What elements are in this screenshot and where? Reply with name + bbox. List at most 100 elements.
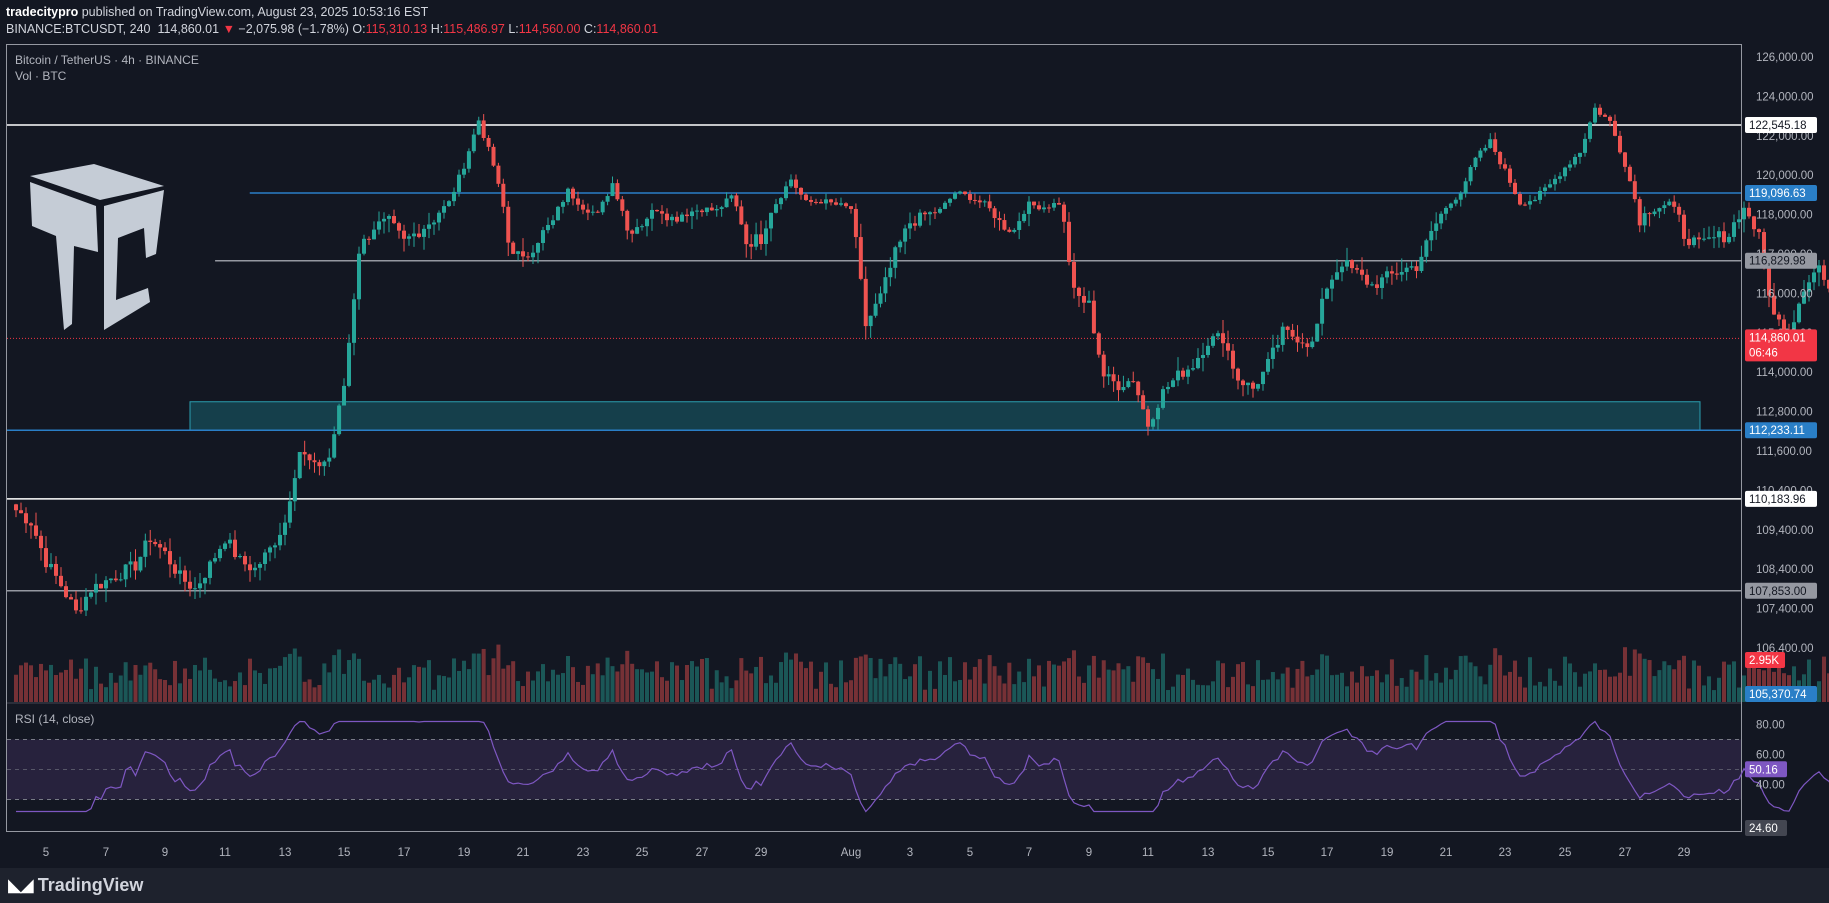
- candle-body: [54, 563, 58, 576]
- candle-body: [1807, 282, 1811, 292]
- x-tick-label: 25: [1559, 847, 1572, 859]
- volume-bar: [297, 656, 302, 702]
- candle-body: [1335, 272, 1339, 280]
- candles-layer: [14, 103, 1829, 616]
- candle-body: [1419, 256, 1424, 272]
- low-value: 114,560.00: [518, 22, 581, 36]
- volume-bar: [1453, 669, 1458, 702]
- volume-bar: [1091, 655, 1096, 702]
- candle-body: [1717, 231, 1721, 238]
- volume-bar: [1613, 676, 1617, 702]
- tradingview-logo[interactable]: ◣◢ TradingView: [8, 875, 143, 896]
- candle-body: [188, 581, 192, 589]
- volume-bar: [1370, 675, 1374, 702]
- volume-bar: [392, 674, 396, 702]
- candle-body: [1380, 277, 1384, 288]
- volume-bar: [442, 676, 446, 702]
- volume-bar: [1290, 687, 1295, 702]
- candle-body: [809, 199, 813, 202]
- candle-body: [635, 227, 640, 234]
- volume-bar: [1439, 682, 1444, 702]
- volume-bar: [972, 666, 977, 702]
- volume-bar: [168, 685, 172, 702]
- volume-bar: [858, 656, 863, 702]
- chart-frame[interactable]: [6, 44, 1742, 832]
- down-arrow-icon: ▼: [222, 22, 235, 36]
- low-label: L:: [508, 22, 519, 36]
- candle-body: [1032, 201, 1036, 206]
- volume-bar: [1161, 653, 1165, 702]
- candle-body: [1116, 381, 1121, 391]
- candle-body: [377, 221, 381, 230]
- volume-bar: [99, 683, 103, 702]
- level-tag-0: 122,545.18: [1749, 120, 1807, 132]
- volume-bar: [1687, 688, 1691, 702]
- volume-bar: [1568, 663, 1572, 702]
- candle-body: [168, 551, 172, 565]
- candle-body: [640, 226, 644, 228]
- volume-bar: [158, 679, 163, 702]
- volume-bar: [1037, 665, 1041, 702]
- high-value: 115,486.97: [443, 22, 505, 36]
- candle-body: [49, 563, 53, 568]
- open-value: 115,310.13: [365, 22, 428, 36]
- candle-body: [521, 251, 525, 257]
- legend-title[interactable]: Bitcoin / TetherUS · 4h · BINANCE: [15, 53, 199, 67]
- price-tick-label: 112,800.00: [1756, 407, 1813, 419]
- volume-bar: [526, 671, 530, 702]
- volume-bar: [1807, 659, 1811, 702]
- candle-body: [1523, 204, 1527, 206]
- volume-bar: [660, 677, 664, 702]
- rsi-legend[interactable]: RSI (14, close): [15, 712, 95, 726]
- price-chart[interactable]: 126,000.00 124,000.00 122,000.00 120,000.00…: [0, 0, 1829, 868]
- x-tick-label: 25: [636, 847, 649, 859]
- candle-body: [714, 209, 719, 211]
- x-tick-label: 11: [219, 847, 231, 859]
- change-value: −2,075.98 (−1.78%): [238, 22, 349, 36]
- volume-bar: [685, 664, 689, 702]
- volume-bar: [1096, 677, 1101, 702]
- price-tick-label: 124,000.00: [1756, 91, 1814, 103]
- candle-body: [620, 199, 625, 211]
- candle-body: [1236, 368, 1240, 381]
- volume-bar: [432, 689, 436, 702]
- candle-body: [213, 558, 217, 562]
- candle-body: [1727, 236, 1731, 243]
- candle-body: [1146, 409, 1150, 427]
- candle-body: [734, 195, 739, 207]
- candle-body: [1290, 329, 1295, 337]
- candle-body: [1022, 213, 1027, 222]
- candle-body: [1608, 116, 1612, 121]
- level-tag-5: 107,853.00: [1749, 586, 1807, 598]
- candle-body: [556, 206, 560, 221]
- volume-bar: [1548, 668, 1552, 702]
- volume-bar: [54, 675, 58, 702]
- volume-bar: [1598, 669, 1602, 702]
- volume-bar: [278, 665, 282, 702]
- volume-bar: [1677, 660, 1682, 702]
- volume-bar: [784, 652, 788, 702]
- low-tag-bg: [1745, 686, 1817, 702]
- volume-bar: [1285, 667, 1290, 702]
- volume-bar: [1106, 669, 1111, 702]
- volume-bar: [317, 685, 322, 702]
- volume-bar: [1717, 677, 1721, 702]
- volume-bar: [704, 657, 709, 702]
- volume-bar: [1246, 684, 1250, 702]
- candle-body: [1156, 407, 1160, 420]
- candle-body: [113, 578, 118, 581]
- legend-volume[interactable]: Vol · BTC: [15, 69, 67, 83]
- candle-body: [1712, 237, 1716, 239]
- volume-bar: [372, 679, 376, 702]
- volume-bar: [1593, 663, 1597, 702]
- candle-body: [531, 252, 535, 258]
- candle-body: [138, 556, 143, 571]
- candle-body: [729, 195, 734, 199]
- volume-bar: [1012, 684, 1017, 702]
- volume-bar: [1295, 668, 1300, 702]
- candle-body: [834, 202, 838, 205]
- volume-bar: [903, 679, 908, 702]
- volume-bar: [923, 689, 927, 702]
- author-name[interactable]: tradecitypro: [6, 5, 79, 19]
- candle-body: [958, 191, 962, 194]
